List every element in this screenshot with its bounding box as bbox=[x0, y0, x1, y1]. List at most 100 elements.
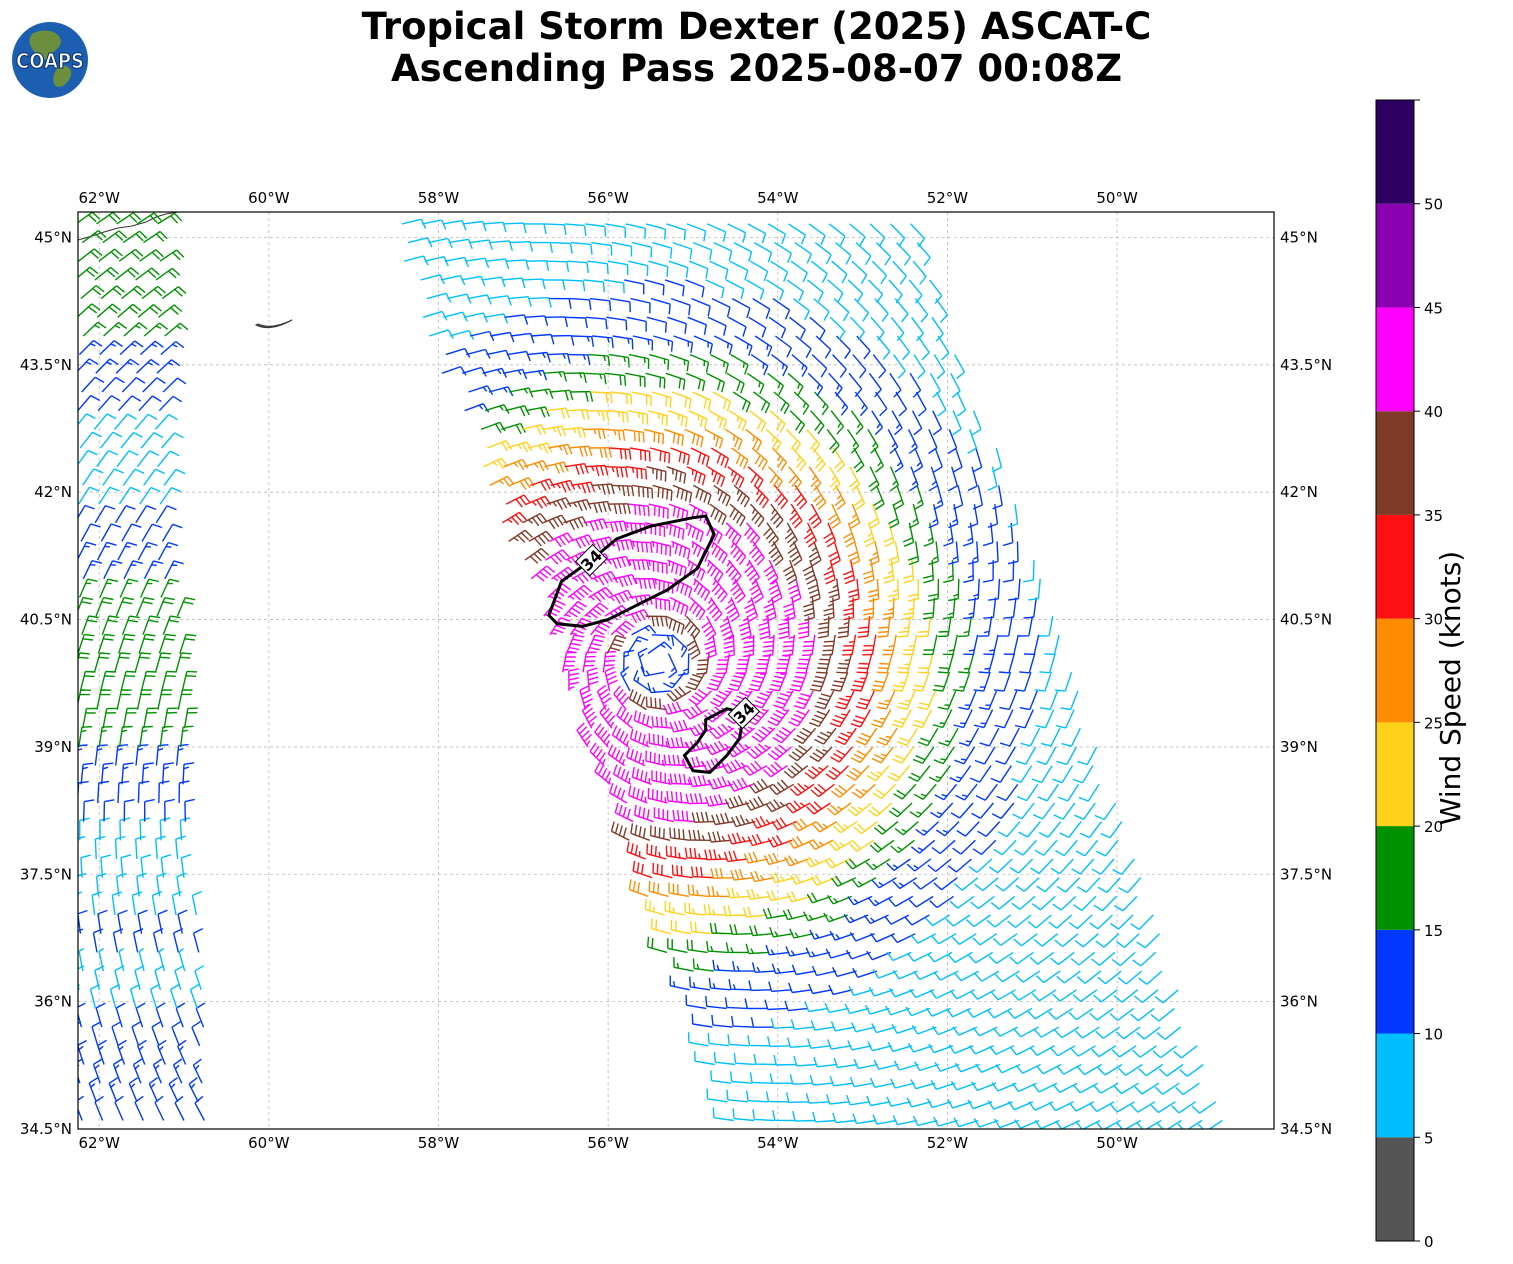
wind-barb bbox=[78, 358, 99, 372]
wind-barb bbox=[948, 541, 959, 565]
wind-barb bbox=[954, 354, 966, 380]
wind-barb bbox=[1074, 933, 1099, 948]
wind-barb bbox=[705, 279, 725, 299]
wind-barb bbox=[570, 241, 593, 255]
wind-barb bbox=[117, 395, 142, 412]
wind-barb bbox=[966, 914, 991, 928]
wind-barb bbox=[728, 410, 747, 432]
wind-barb bbox=[833, 298, 850, 322]
wind-barb bbox=[628, 353, 650, 369]
wind-barb bbox=[1097, 970, 1122, 985]
wind-barb bbox=[1008, 578, 1021, 601]
wind-barb bbox=[1071, 858, 1095, 875]
wind-barb bbox=[182, 762, 195, 785]
wind-barb bbox=[808, 838, 834, 851]
wind-barb bbox=[928, 541, 939, 566]
wind-barb bbox=[744, 796, 770, 811]
wind-barb bbox=[767, 1036, 791, 1048]
wind-barb bbox=[829, 709, 851, 728]
wind-barb bbox=[549, 532, 574, 548]
lat-tick-label: 34.5°N bbox=[20, 1120, 72, 1138]
wind-barb bbox=[738, 616, 752, 641]
wind-barb bbox=[990, 989, 1016, 1001]
wind-barb bbox=[670, 447, 690, 466]
wind-barb bbox=[100, 854, 112, 878]
wind-barb bbox=[78, 266, 99, 279]
wind-barb bbox=[855, 727, 878, 746]
wind-barb bbox=[149, 983, 160, 1009]
wind-barb bbox=[1033, 1026, 1059, 1038]
wind-barb bbox=[1039, 653, 1056, 674]
wind-barb bbox=[958, 616, 973, 638]
wind-barb bbox=[953, 485, 964, 510]
wind-barb bbox=[1132, 1045, 1157, 1058]
wind-barb bbox=[886, 858, 911, 871]
wind-barb bbox=[783, 597, 796, 622]
wind-barb bbox=[122, 707, 138, 729]
wind-barb bbox=[117, 909, 128, 934]
wind-barb bbox=[79, 817, 90, 841]
wind-barb bbox=[826, 428, 840, 454]
contour-label-box bbox=[727, 696, 761, 730]
wind-barb bbox=[78, 578, 98, 598]
wind-barb bbox=[157, 304, 183, 318]
wind-barb bbox=[428, 237, 453, 249]
wind-barb bbox=[745, 943, 769, 955]
wind-barb bbox=[665, 615, 685, 635]
wind-barb bbox=[731, 1015, 754, 1028]
wind-barb bbox=[950, 1080, 976, 1091]
wind-barb bbox=[849, 839, 874, 852]
wind-barb bbox=[732, 391, 751, 413]
wind-barbs bbox=[78, 212, 1223, 1129]
wind-barb bbox=[1023, 634, 1040, 655]
logo-text: COAPS bbox=[16, 49, 84, 73]
wind-barb bbox=[954, 970, 979, 982]
wind-barb bbox=[1055, 839, 1078, 857]
wind-barb bbox=[830, 746, 853, 763]
wind-barb bbox=[868, 466, 880, 492]
axis-ticks: 62°W 62°W 60°W 60°W 58°W 58°W 56°W 56°W 54°W 54°W… bbox=[20, 189, 1332, 1152]
wind-barb bbox=[999, 727, 1020, 747]
wind-barb bbox=[669, 353, 690, 372]
wind-barb bbox=[815, 335, 832, 359]
wind-barb bbox=[769, 671, 788, 692]
wind-barb bbox=[114, 505, 136, 524]
wind-barb bbox=[669, 596, 689, 617]
wind-barb bbox=[663, 754, 686, 767]
wind-barb bbox=[96, 449, 118, 468]
wind-barb bbox=[825, 1094, 850, 1105]
wind-barb bbox=[888, 578, 900, 602]
wind-barb bbox=[729, 503, 746, 527]
wind-barb bbox=[833, 1057, 858, 1069]
wind-barb bbox=[1097, 877, 1121, 894]
wind-barb bbox=[96, 689, 112, 710]
wind-barb bbox=[758, 616, 771, 640]
wind-barb bbox=[1059, 821, 1082, 839]
wind-barb bbox=[160, 854, 172, 878]
wind-barb bbox=[530, 478, 556, 492]
lon-tick-label: 50°W bbox=[1096, 189, 1138, 207]
wind-barb bbox=[487, 295, 512, 306]
wind-barb bbox=[793, 690, 814, 710]
wind-barb bbox=[684, 847, 707, 860]
wind-barb bbox=[562, 651, 577, 673]
wind-barb bbox=[885, 1005, 911, 1016]
wind-barb bbox=[465, 257, 490, 269]
wind-barb bbox=[732, 960, 755, 972]
wind-barb bbox=[1018, 616, 1034, 637]
wind-barb bbox=[121, 762, 134, 785]
colorbar-bin bbox=[1376, 514, 1414, 619]
wind-barb bbox=[767, 372, 785, 396]
wind-barb bbox=[81, 230, 107, 244]
wind-barb bbox=[823, 597, 835, 621]
wind-barb bbox=[648, 503, 669, 519]
wind-barb bbox=[78, 689, 92, 707]
wind-barb bbox=[98, 947, 104, 972]
wind-barb bbox=[689, 596, 706, 621]
wind-barb bbox=[665, 372, 686, 390]
wind-barb bbox=[895, 391, 908, 417]
wind-barb bbox=[640, 666, 665, 677]
wind-barb bbox=[651, 770, 672, 785]
wind-barb bbox=[709, 503, 727, 526]
wind-barb bbox=[1093, 895, 1117, 912]
